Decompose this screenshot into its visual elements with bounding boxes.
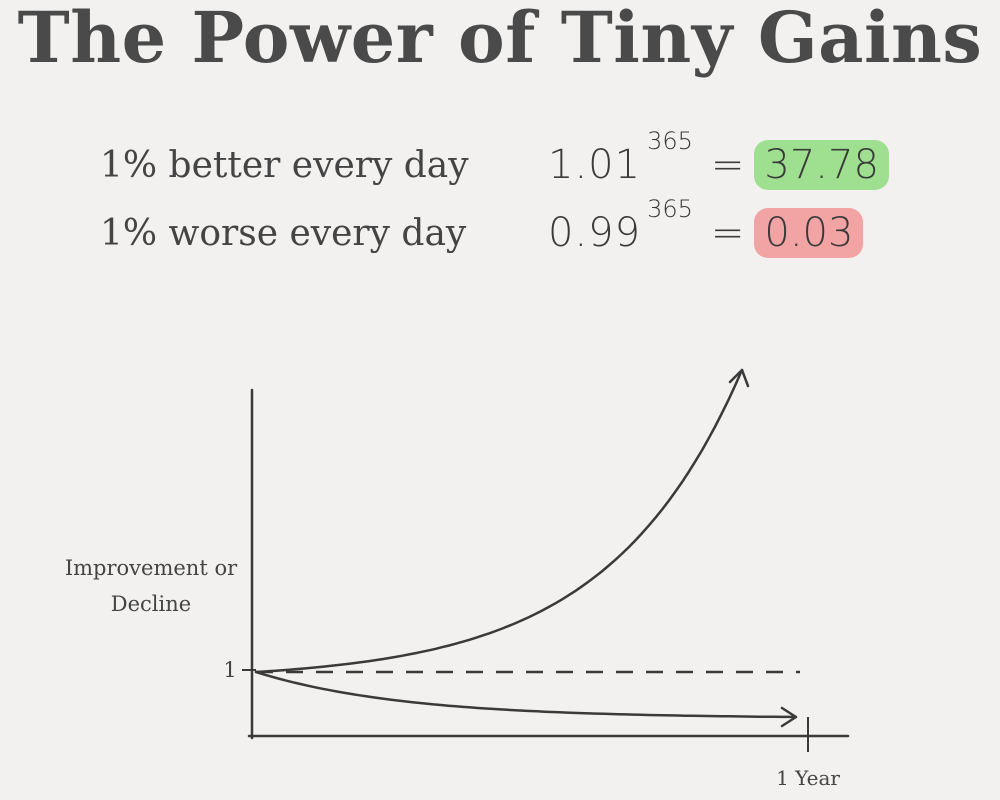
arrowhead-up bbox=[728, 368, 750, 388]
equation-better-formula: 1.01 365 = 37.78 bbox=[548, 127, 889, 190]
equation-better-label: 1% better every day bbox=[100, 144, 469, 186]
series-line-worse bbox=[254, 670, 798, 719]
equation-worse-result: 0.03 bbox=[754, 208, 864, 258]
equation-better-exponent: 365 bbox=[647, 127, 693, 155]
page-title: The Power of Tiny Gains bbox=[17, 0, 983, 79]
x-axis-label: 1 Year bbox=[776, 766, 840, 790]
equation-worse-equals: = bbox=[710, 210, 745, 256]
y-axis-label: Improvement or Decline bbox=[64, 556, 238, 616]
y-tick-label-one: 1 bbox=[223, 658, 237, 682]
equation-better: 1% better every day 1.01 365 = 37.78 bbox=[100, 127, 889, 190]
equation-better-base: 1.01 bbox=[548, 142, 642, 188]
equation-worse-exponent: 365 bbox=[647, 195, 693, 223]
equation-worse-base: 0.99 bbox=[548, 210, 642, 256]
arrowhead-right bbox=[780, 706, 798, 728]
equation-worse-formula: 0.99 365 = 0.03 bbox=[548, 195, 864, 258]
equation-worse: 1% worse every day 0.99 365 = 0.03 bbox=[100, 195, 864, 258]
equation-worse-label: 1% worse every day bbox=[100, 212, 467, 254]
series-line-better bbox=[254, 368, 744, 674]
equation-better-result: 37.78 bbox=[754, 140, 889, 190]
equation-better-equals: = bbox=[710, 142, 745, 188]
